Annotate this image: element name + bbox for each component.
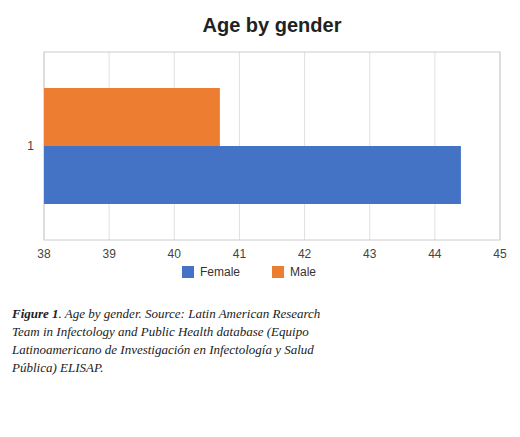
legend-swatch bbox=[182, 266, 194, 278]
legend-label: Female bbox=[200, 265, 240, 279]
y-tick-label: 1 bbox=[27, 139, 34, 153]
caption-text: Latinoamericano de Investigación en Infe… bbox=[11, 342, 314, 357]
chart: Age by gender 38 39 40 41 42 43 44 45 1 Female Male… bbox=[0, 0, 520, 437]
x-tick-label: 42 bbox=[298, 247, 312, 261]
legend: Female Male bbox=[182, 265, 316, 279]
x-tick-label: 39 bbox=[102, 247, 116, 261]
bar bbox=[44, 146, 461, 204]
caption-text: Pública) ELISAP. bbox=[11, 360, 103, 375]
x-tick-label: 45 bbox=[493, 247, 507, 261]
x-tick-label: 41 bbox=[233, 247, 247, 261]
caption-text: Team in Infectology and Public Health da… bbox=[12, 324, 309, 339]
grid bbox=[44, 52, 500, 240]
x-tick-label: 40 bbox=[168, 247, 182, 261]
x-tick-label: 38 bbox=[37, 247, 51, 261]
plot-frame bbox=[44, 52, 500, 240]
caption: Figure 1. Age by gender. Source: Latin A… bbox=[11, 306, 320, 375]
bars bbox=[44, 88, 461, 204]
legend-label: Male bbox=[290, 265, 316, 279]
title: Age by gender bbox=[203, 14, 342, 36]
caption-bold: Figure 1 bbox=[11, 306, 59, 321]
x-tick-label: 43 bbox=[363, 247, 377, 261]
legend-swatch bbox=[272, 266, 284, 278]
x-tick-label: 44 bbox=[428, 247, 442, 261]
bar bbox=[44, 88, 220, 146]
caption-text: . Age by gender. Source: Latin American … bbox=[59, 306, 321, 321]
